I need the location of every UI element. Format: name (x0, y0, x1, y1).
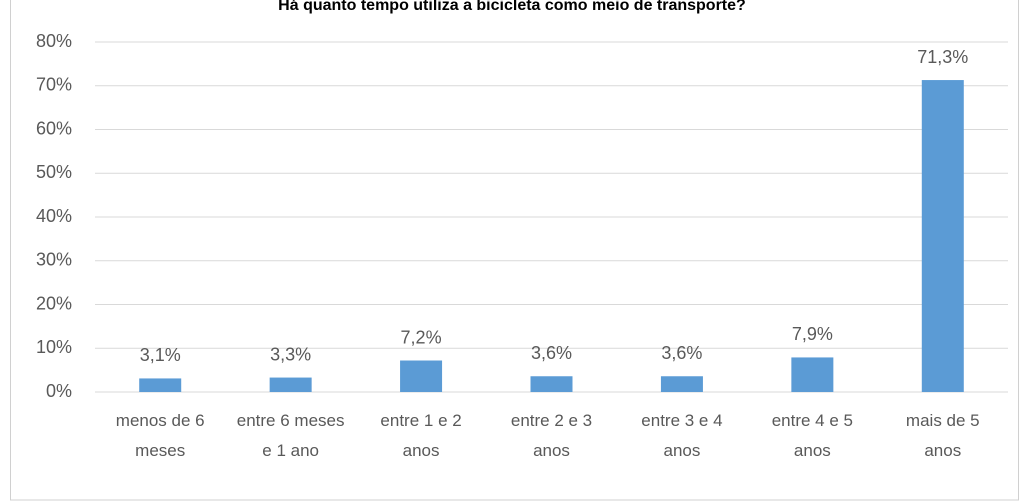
data-label: 7,9% (792, 324, 833, 344)
data-label: 3,1% (140, 345, 181, 365)
data-label: 3,6% (661, 343, 702, 363)
y-tick-label: 40% (36, 206, 72, 226)
x-tick-label: menos de 6 meses (115, 411, 205, 460)
y-tick-label: 80% (36, 31, 72, 51)
data-label: 71,3% (917, 47, 968, 67)
data-label: 3,3% (270, 344, 311, 364)
frame (10, 0, 1019, 501)
bar (921, 80, 964, 392)
y-tick-label: 0% (46, 381, 72, 401)
bar (791, 357, 834, 392)
y-tick-label: 30% (36, 250, 72, 270)
data-label: 3,6% (531, 343, 572, 363)
data-label: 7,2% (401, 327, 442, 347)
x-tick-label: entre 2 e 3 anos (510, 411, 593, 460)
x-tick-label: entre 4 e 5 anos (771, 411, 853, 460)
chart-title: Há quanto tempo utiliza a bicicleta como… (278, 0, 746, 14)
x-tick-label: entre 3 e 4 anos (641, 411, 723, 460)
bar (660, 376, 703, 392)
bar (269, 377, 312, 392)
bar (139, 378, 182, 392)
y-tick-label: 70% (36, 75, 72, 95)
y-tick-label: 50% (36, 162, 72, 182)
bar (530, 376, 573, 392)
bar (400, 360, 443, 392)
y-tick-label: 20% (36, 293, 72, 313)
x-tick-label: mais de 5 anos (905, 411, 980, 460)
x-tick-label: entre 6 meses e 1 ano (236, 411, 345, 460)
y-tick-label: 60% (36, 118, 72, 138)
x-tick-label: entre 1 e 2 anos (380, 411, 462, 460)
y-tick-label: 10% (36, 337, 72, 357)
